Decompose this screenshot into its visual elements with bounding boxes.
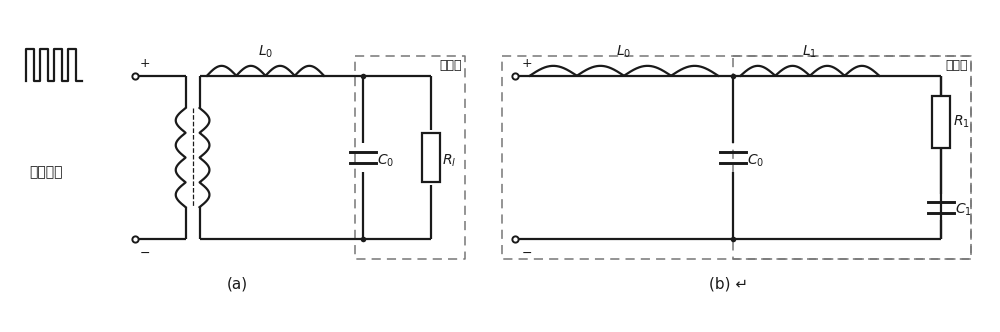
Text: $L_0$: $L_0$ [616, 43, 632, 60]
Text: 换能器: 换能器 [440, 59, 462, 72]
Text: $C_1$: $C_1$ [955, 202, 972, 218]
Text: +: + [140, 57, 151, 70]
Text: $C_0$: $C_0$ [747, 152, 764, 169]
Text: −: − [522, 247, 532, 260]
Text: $L_1$: $L_1$ [802, 43, 817, 60]
Text: +: + [522, 57, 532, 70]
Bar [422, 133, 440, 182]
Text: 换能器: 换能器 [946, 59, 968, 72]
Text: (a): (a) [227, 277, 248, 291]
Text: $L_0$: $L_0$ [258, 43, 273, 60]
Text: $R_l$: $R_l$ [442, 152, 457, 169]
Text: 驱动信号: 驱动信号 [29, 165, 62, 179]
Text: (b) ↵: (b) ↵ [709, 277, 748, 291]
Text: −: − [140, 247, 151, 260]
Bar [932, 96, 950, 148]
Text: $R_1$: $R_1$ [953, 114, 970, 130]
Text: $C_0$: $C_0$ [377, 152, 394, 169]
